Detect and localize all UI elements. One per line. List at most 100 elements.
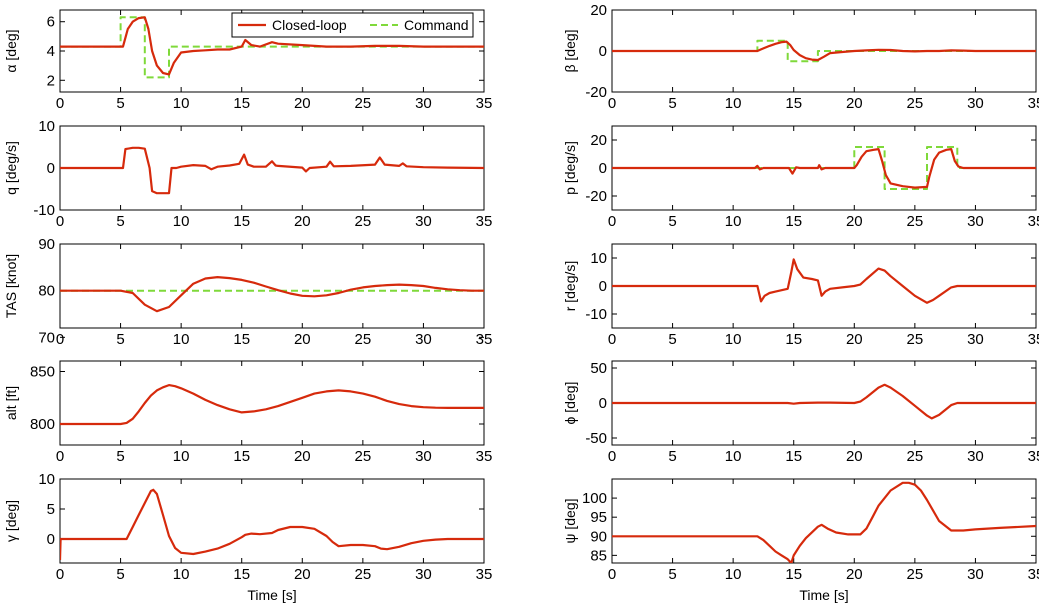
x-tick-label: 25 [355,95,372,112]
x-tick-label: 5 [668,95,676,112]
x-tick-label: 30 [415,213,432,230]
x-tick-label: 35 [1028,331,1039,348]
x-tick-label: 5 [116,213,124,230]
x-tick-label: 0 [608,566,616,583]
x-tick-label: 35 [1028,213,1039,230]
y-tick-label: 6 [47,14,55,31]
x-tick-label: 30 [967,213,984,230]
x-tick-label: 10 [173,95,190,112]
x-tick-label: 15 [233,331,250,348]
x-tick-label: 15 [233,95,250,112]
series-group [60,16,484,79]
x-tick-label: 20 [294,95,311,112]
x-tick-label: 20 [294,566,311,583]
subplot-3: 0 5 10 15 20 25 30 35 800 850 alt [ft] [3,360,493,465]
y-tick-label: 0 [47,531,55,548]
y-tick-label: 10 [38,118,55,135]
y-tick-label: 10 [38,471,55,488]
x-tick-label: 20 [294,331,311,348]
y-axis-label: ψ [deg] [562,498,578,543]
x-tick-label: 20 [294,213,311,230]
series-group [612,481,1036,563]
x-tick-label: 5 [668,331,676,348]
x-tick-label: 25 [907,213,924,230]
x-tick-label: 25 [907,566,924,583]
y-axis-label: α [deg] [3,29,19,72]
y-tick-label: 10 [590,250,607,267]
y-tick-label: 850 [30,364,55,381]
x-axis-label: Time [s] [799,587,848,603]
closed-loop-line [612,40,1036,62]
closed-loop-line [60,384,484,426]
x-tick-label: 35 [476,331,493,348]
x-tick-label: 15 [785,448,802,465]
closed-loop-line [60,146,484,195]
x-tick-label: 20 [846,566,863,583]
series-group [612,39,1036,63]
y-tick-label: 95 [590,509,607,526]
y-tick-label: -20 [585,188,607,205]
axes-box [59,478,485,564]
x-tick-label: 10 [725,95,742,112]
legend: Closed-loop Command [231,12,474,38]
series-group [612,258,1036,304]
y-tick-label: 2 [47,72,55,89]
x-tick-label: 30 [967,331,984,348]
x-tick-label: 10 [725,566,742,583]
x-tick-label: 0 [56,448,64,465]
series-group [60,276,484,313]
command-line [60,16,484,79]
y-tick-label: 85 [590,547,607,564]
y-tick-label: 4 [47,43,55,60]
x-tick-label: 35 [476,95,493,112]
x-tick-label: 35 [1028,566,1039,583]
y-axis-label: γ [deg] [3,500,19,542]
x-tick-label: 15 [785,95,802,112]
x-tick-label: 20 [846,95,863,112]
subplot-2: 0 5 10 15 20 25 30 35 70 80 90 TAS [knot] [3,236,492,348]
y-tick-label: 20 [590,2,607,19]
x-tick-label: 0 [56,566,64,583]
x-tick-label: 25 [355,213,372,230]
y-tick-label: 50 [590,360,607,377]
x-tick-label: 30 [967,448,984,465]
y-axis-label: q [deg/s] [3,141,19,195]
x-tick-label: 20 [846,331,863,348]
x-tick-label: 25 [907,448,924,465]
y-tick-label: 5 [47,501,55,518]
x-tick-label: 10 [725,448,742,465]
closed-loop-line [612,383,1036,420]
x-tick-label: 5 [116,448,124,465]
x-tick-label: 30 [415,566,432,583]
y-tick-label: -10 [585,306,607,323]
closed-loop-line [612,258,1036,304]
subplot-0: 0 5 10 15 20 25 30 35 2 4 6 α [deg] Closed-loop Comma… [3,9,493,112]
x-tick-label: 35 [1028,448,1039,465]
x-tick-label: 25 [355,448,372,465]
axes-box [59,360,485,446]
x-tick-label: 0 [56,95,64,112]
x-tick-label: 35 [476,448,493,465]
closed-loop-line [612,148,1036,189]
y-axis-label: alt [ft] [3,386,19,420]
x-tick-label: 25 [907,95,924,112]
x-tick-label: 20 [846,213,863,230]
x-tick-label: 15 [233,448,250,465]
closed-loop-line [60,488,484,561]
x-tick-label: 0 [56,213,64,230]
x-tick-label: 20 [846,448,863,465]
x-tick-label: 10 [173,448,190,465]
y-tick-label: -20 [585,84,607,101]
x-tick-label: 30 [967,95,984,112]
legend-label-closed-loop: Closed-loop [272,17,347,33]
x-tick-label: 0 [608,213,616,230]
x-tick-label: 30 [967,566,984,583]
series-group [60,488,484,561]
x-tick-label: 20 [294,448,311,465]
